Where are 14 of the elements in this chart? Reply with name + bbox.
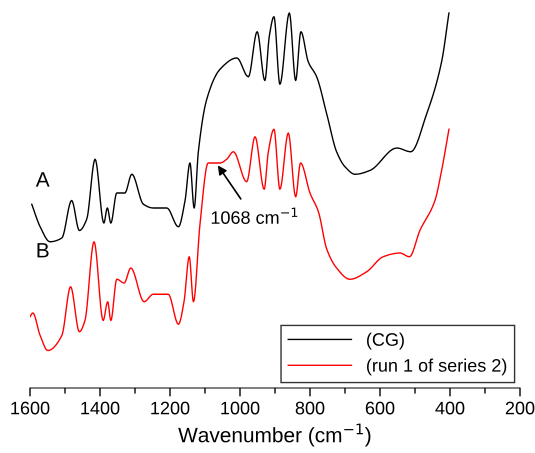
legend-label: (run 1 of series 2) <box>367 358 506 376</box>
x-tick-label: 400 <box>435 402 464 414</box>
x-tick-label: 800 <box>296 402 324 414</box>
annotation: B <box>38 243 49 258</box>
x-tick-label: 200 <box>506 402 534 414</box>
x-tick-label: 600 <box>366 402 394 414</box>
x-axis-title: Wavenumber (cm$^{−1}$) <box>178 424 370 446</box>
annotation: 1068 cm$^{−1}$ <box>212 208 298 224</box>
x-tick-label: 1400 <box>81 402 120 414</box>
annotation: A <box>36 172 50 187</box>
x-tick-label: 1000 <box>221 402 260 414</box>
legend-label: (CG) <box>367 332 404 350</box>
x-tick-label: 1200 <box>151 402 190 414</box>
x-tick-label: 1600 <box>11 402 50 414</box>
